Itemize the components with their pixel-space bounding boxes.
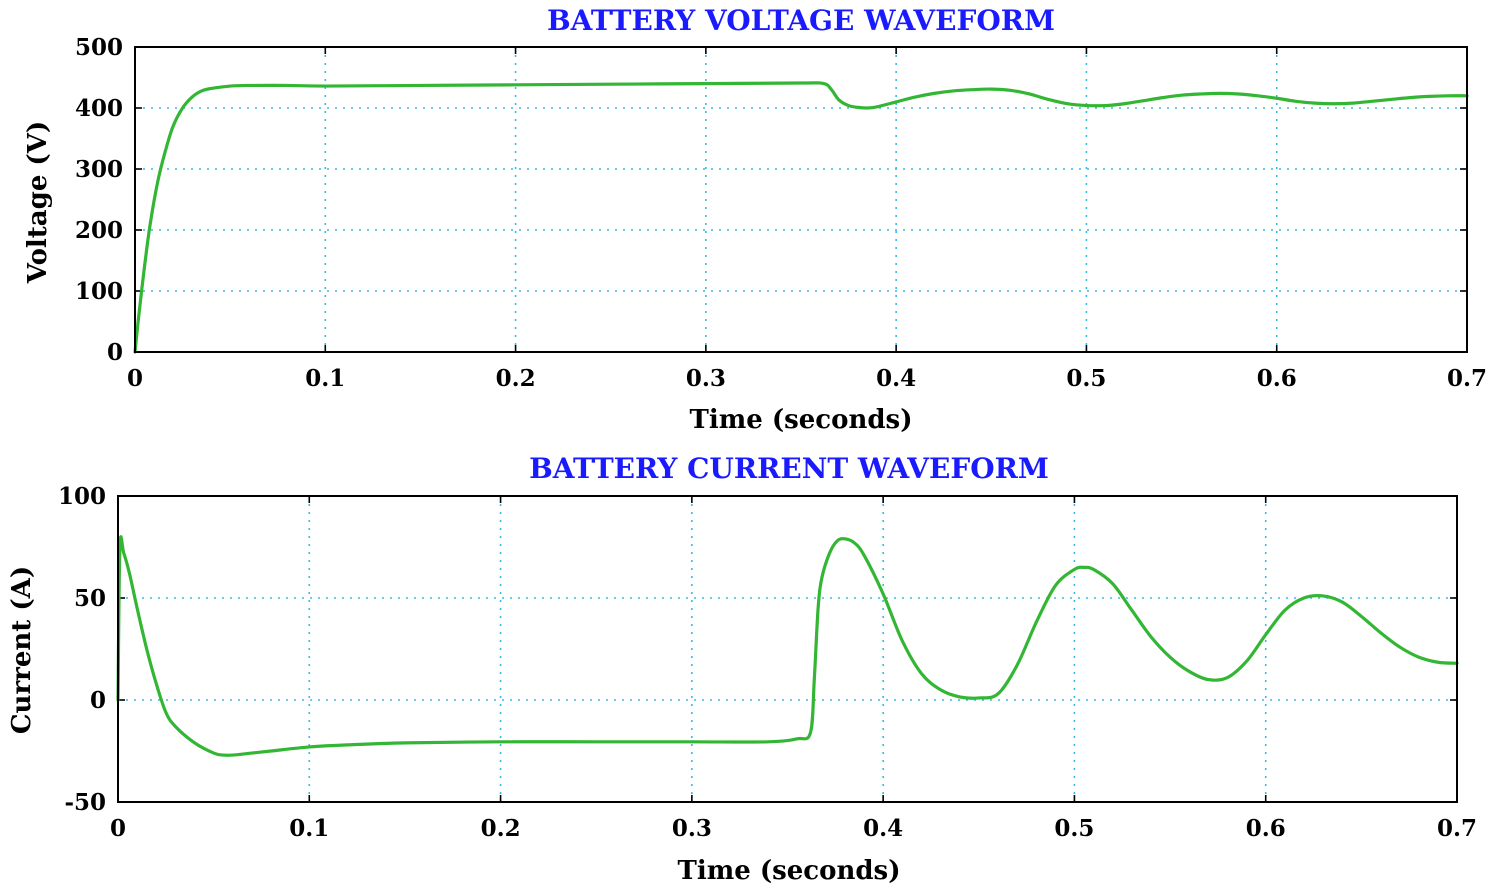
current-x-axis-label: Time (seconds) (677, 856, 900, 886)
current-chart: BATTERY CURRENT WAVEFORM 0 0.1 0.2 0.3 0.4 0.… (7, 452, 1477, 886)
voltage-x-tick-label: 0.3 (686, 365, 726, 392)
voltage-x-tick-label: 0.4 (876, 365, 916, 392)
voltage-x-tick-label: 0.1 (305, 365, 345, 392)
voltage-chart: BATTERY VOLTAGE WAVEFORM 0 0.1 0.2 0.3 0.4 0.… (23, 4, 1487, 435)
current-chart-title: BATTERY CURRENT WAVEFORM (529, 452, 1049, 485)
current-y-axis-label: Current (A) (7, 566, 37, 734)
voltage-y-tick-label: 100 (75, 278, 123, 305)
voltage-x-axis-label: Time (seconds) (689, 405, 912, 435)
current-x-tick-label: 0.1 (289, 815, 329, 842)
current-x-tick-label: 0.3 (672, 815, 712, 842)
voltage-series-line (133, 81, 1469, 354)
voltage-x-tick-label: 0.6 (1257, 365, 1297, 392)
current-x-tick-label: 0.4 (863, 815, 903, 842)
voltage-x-tick-label: 0.7 (1447, 365, 1487, 392)
voltage-y-tick-label: 500 (75, 34, 123, 61)
current-x-tick-label: 0.6 (1246, 815, 1286, 842)
current-y-tick-label: 100 (58, 483, 106, 510)
voltage-y-tick-label: 400 (75, 95, 123, 122)
voltage-x-tick-label: 0 (127, 365, 143, 392)
voltage-ticks (134, 46, 1468, 353)
voltage-y-tick-label: 0 (107, 339, 123, 366)
voltage-grid (135, 47, 1467, 352)
voltage-x-tick-label: 0.2 (496, 365, 536, 392)
current-x-tick-label: 0 (110, 815, 126, 842)
voltage-y-axis-label: Voltage (V) (23, 121, 53, 284)
current-y-tick-label: 0 (90, 687, 106, 714)
current-x-tick-label: 0.5 (1054, 815, 1094, 842)
voltage-tick-labels: 0 0.1 0.2 0.3 0.4 0.5 0.6 0.7 0 100 200 300 400 500 (75, 34, 1487, 392)
current-y-tick-label: -50 (64, 789, 106, 816)
voltage-plot-frame (134, 46, 1468, 353)
voltage-y-tick-label: 200 (75, 217, 123, 244)
current-plot-frame (117, 495, 1458, 803)
current-x-tick-label: 0.7 (1437, 815, 1477, 842)
voltage-chart-title: BATTERY VOLTAGE WAVEFORM (547, 4, 1055, 37)
current-x-tick-label: 0.2 (481, 815, 521, 842)
voltage-x-tick-label: 0.5 (1066, 365, 1106, 392)
current-y-tick-label: 50 (74, 585, 106, 612)
voltage-y-tick-label: 300 (75, 156, 123, 183)
current-grid (118, 496, 1457, 802)
current-series-line (116, 535, 1459, 757)
